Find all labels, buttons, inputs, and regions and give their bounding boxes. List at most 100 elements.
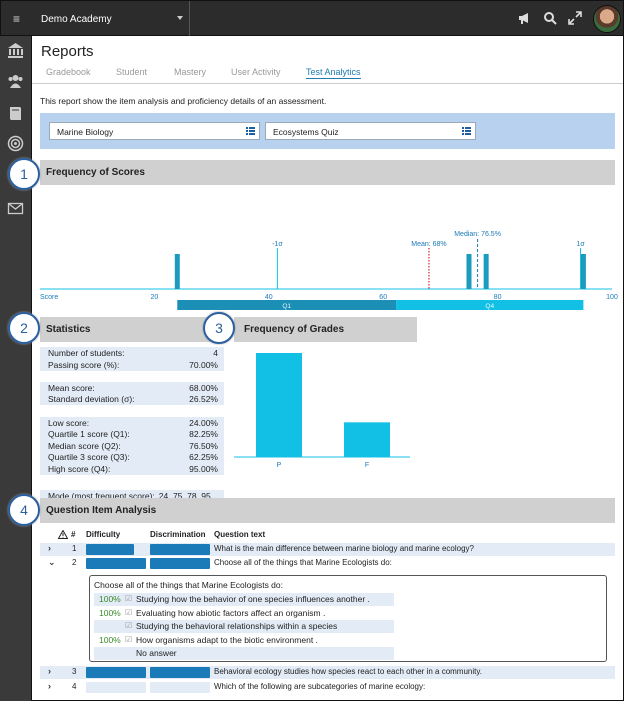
annotation-label: Mean: 68% <box>411 241 446 248</box>
statistic-value: 70.00% <box>189 359 218 370</box>
expanded-question-panel: Choose all of the things that Marine Eco… <box>89 575 607 662</box>
chevron-down-icon[interactable]: ⌄ <box>48 557 56 567</box>
quartile-label: Q4 <box>485 303 494 310</box>
grade-bar <box>256 353 302 457</box>
statistic-label: Quartile 1 score (Q1): <box>48 429 130 440</box>
mail-icon[interactable] <box>7 200 24 217</box>
score-bar <box>466 254 472 289</box>
col-header-num: # <box>71 530 76 539</box>
quiz-select-value: Ecosystems Quiz <box>273 127 339 137</box>
statistic-value: 95.00% <box>189 464 218 474</box>
statistic-row: Quartile 1 score (Q1): 82.25% <box>40 428 224 441</box>
question-number: 3 <box>72 667 77 676</box>
course-select[interactable]: Marine Biology <box>49 122 260 140</box>
page-title: Reports <box>41 43 94 60</box>
question-number: 1 <box>72 544 77 553</box>
menu-icon[interactable]: ≡ <box>12 12 20 26</box>
org-selector[interactable]: Demo Academy <box>32 1 190 37</box>
statistic-value: 24, 75, 78, 95 <box>158 491 211 502</box>
section-header-grades: Frequency of Grades <box>234 317 417 342</box>
list-icon <box>462 127 471 135</box>
question-row[interactable]: › 4 Which of the following are subcatego… <box>40 681 615 694</box>
quartile-label: Q1 <box>282 303 291 310</box>
statistic-label: Standard deviation (σ): <box>48 394 135 405</box>
megaphone-icon[interactable] <box>517 11 531 25</box>
chevron-down-icon <box>177 16 183 20</box>
grade-bar <box>344 422 390 457</box>
answer-row: 100% ☑ Studying how the behavior of one sp… <box>94 593 394 606</box>
statistic-value: 62.25% <box>189 452 218 463</box>
statistic-label: Median score (Q2): <box>48 440 121 451</box>
statistic-value: 4 <box>213 348 218 358</box>
section-badge-4: 4 <box>8 494 40 526</box>
quiz-select[interactable]: Ecosystems Quiz <box>265 122 476 140</box>
chevron-right-icon[interactable]: › <box>48 681 51 691</box>
quartile-band <box>396 300 584 310</box>
col-header-question-text: Question text <box>214 530 266 539</box>
statistic-value: 24.00% <box>189 417 218 428</box>
statistic-label: Low score: <box>48 417 90 428</box>
statistic-row <box>40 405 224 417</box>
answer-text: How organisms adapt to the biotic enviro… <box>136 634 318 645</box>
tab-student[interactable]: Student <box>116 67 148 77</box>
statistic-row: Quartile 3 score (Q3): 62.25% <box>40 451 224 464</box>
x-tick-label: 40 <box>265 294 273 301</box>
score-bar <box>580 254 586 289</box>
x-tick-label: 20 <box>151 294 159 301</box>
answer-percent: 100% <box>99 594 121 604</box>
x-tick-label: 100 <box>606 294 618 301</box>
question-row[interactable]: › 1 What is the main difference between … <box>40 543 615 556</box>
chevron-right-icon[interactable]: › <box>48 666 51 676</box>
statistic-label: Mean score: <box>48 382 95 393</box>
section-badge-2: 2 <box>8 312 40 344</box>
statistic-row: Median score (Q2): 76.50% <box>40 439 224 452</box>
difficulty-bar <box>86 682 146 693</box>
tab-user-activity[interactable]: User Activity <box>231 67 281 77</box>
expand-icon[interactable] <box>568 11 582 25</box>
tab-mastery[interactable]: Mastery <box>174 67 207 77</box>
book-icon[interactable] <box>7 105 24 122</box>
question-text: Which of the following are subcategories… <box>214 682 426 691</box>
x-tick-label: F <box>365 462 369 469</box>
checkbox-icon: ☑ <box>125 594 133 603</box>
discrimination-bar <box>150 544 210 555</box>
answer-text: No answer <box>136 648 177 658</box>
question-row[interactable]: ⌄ 2 Choose all of the things that Marine… <box>40 557 615 570</box>
x-axis-label: Score <box>40 294 58 301</box>
sidebar <box>0 36 31 701</box>
checkbox-icon: ☑ <box>125 634 133 644</box>
avatar[interactable] <box>593 5 621 33</box>
answer-row: ☑ Studying the behavioral relationships w… <box>94 620 394 633</box>
statistic-value: 76.50% <box>189 440 218 451</box>
section-title: Frequency of Grades <box>244 324 345 335</box>
list-icon <box>246 127 255 135</box>
question-row[interactable]: › 3 Behavioral ecology studies how speci… <box>40 666 615 679</box>
difficulty-bar <box>86 558 146 569</box>
frequency-of-scores-chart: Score 20 40 60 80 100 -1σ Mean: 68% Median: 76.5… <box>40 231 618 310</box>
statistic-row: Passing score (%): 70.00% <box>40 358 224 371</box>
tab-test-analytics[interactable]: Test Analytics <box>306 67 361 79</box>
filter-bar: Marine Biology Ecosystems Quiz <box>40 113 615 149</box>
answer-percent: 100% <box>99 607 121 618</box>
chevron-right-icon[interactable]: › <box>48 543 51 553</box>
x-tick-label: 60 <box>379 294 387 301</box>
score-bar <box>483 254 489 289</box>
target-icon[interactable] <box>7 135 24 152</box>
search-icon[interactable] <box>543 11 557 25</box>
institution-icon[interactable] <box>7 42 24 59</box>
statistic-value: 26.52% <box>189 394 218 405</box>
x-tick-label: P <box>277 462 282 469</box>
annotation-label: 1σ <box>576 241 585 248</box>
tab-gradebook[interactable]: Gradebook <box>46 67 91 77</box>
section-header-statistics: Statistics <box>40 317 224 342</box>
course-select-value: Marine Biology <box>57 127 114 137</box>
statistic-label: High score (Q4): <box>48 464 111 474</box>
warning-icon <box>58 530 68 539</box>
users-icon[interactable] <box>7 73 24 90</box>
discrimination-bar <box>150 682 210 693</box>
intro-text: This report show the item analysis and p… <box>40 96 327 106</box>
answer-row: 100% ☑ How organisms adapt to the biotic e… <box>94 634 394 647</box>
difficulty-bar <box>86 544 134 555</box>
annotation-label: Median: 76.5% <box>454 231 501 238</box>
answer-percent: 100% <box>99 634 121 645</box>
